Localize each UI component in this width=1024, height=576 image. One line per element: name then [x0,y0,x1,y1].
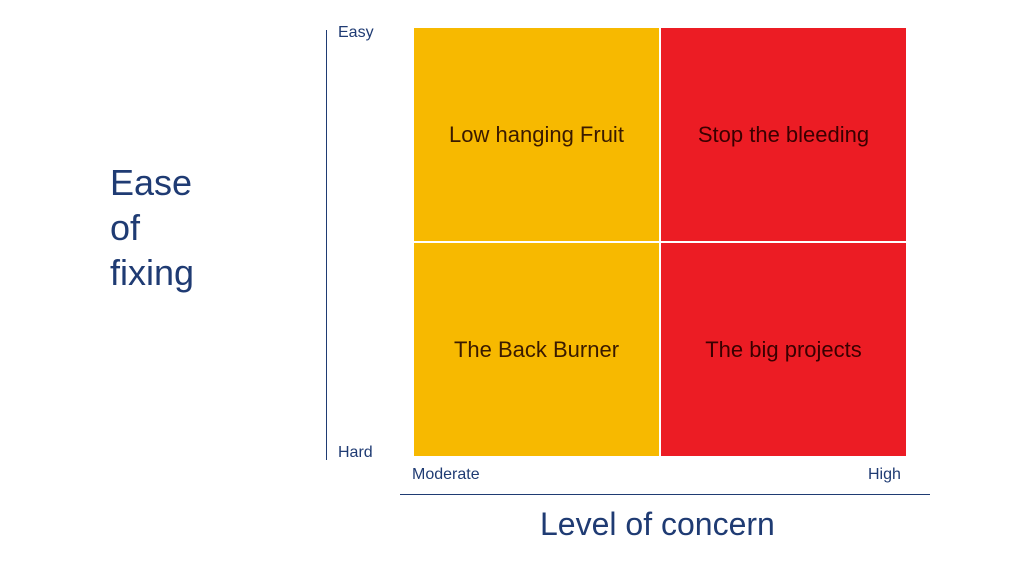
priority-matrix: Low hanging Fruit Stop the bleeding The … [414,28,906,456]
y-axis-line [326,30,327,460]
quadrant-label: The big projects [705,337,862,363]
quadrant-top-right: Stop the bleeding [661,28,906,241]
quadrant-label: Stop the bleeding [698,122,869,148]
x-axis-left-label: Moderate [412,466,480,484]
y-axis-top-label: Easy [338,24,374,42]
quadrant-bottom-left: The Back Burner [414,243,659,456]
y-axis-bottom-label: Hard [338,444,373,462]
x-axis-right-label: High [868,466,901,484]
y-axis-title: Easeoffixing [110,160,194,295]
quadrant-bottom-right: The big projects [661,243,906,456]
x-axis-line [400,494,930,495]
x-axis-title: Level of concern [540,506,775,543]
quadrant-label: Low hanging Fruit [449,122,624,148]
quadrant-label: The Back Burner [454,337,619,363]
quadrant-top-left: Low hanging Fruit [414,28,659,241]
